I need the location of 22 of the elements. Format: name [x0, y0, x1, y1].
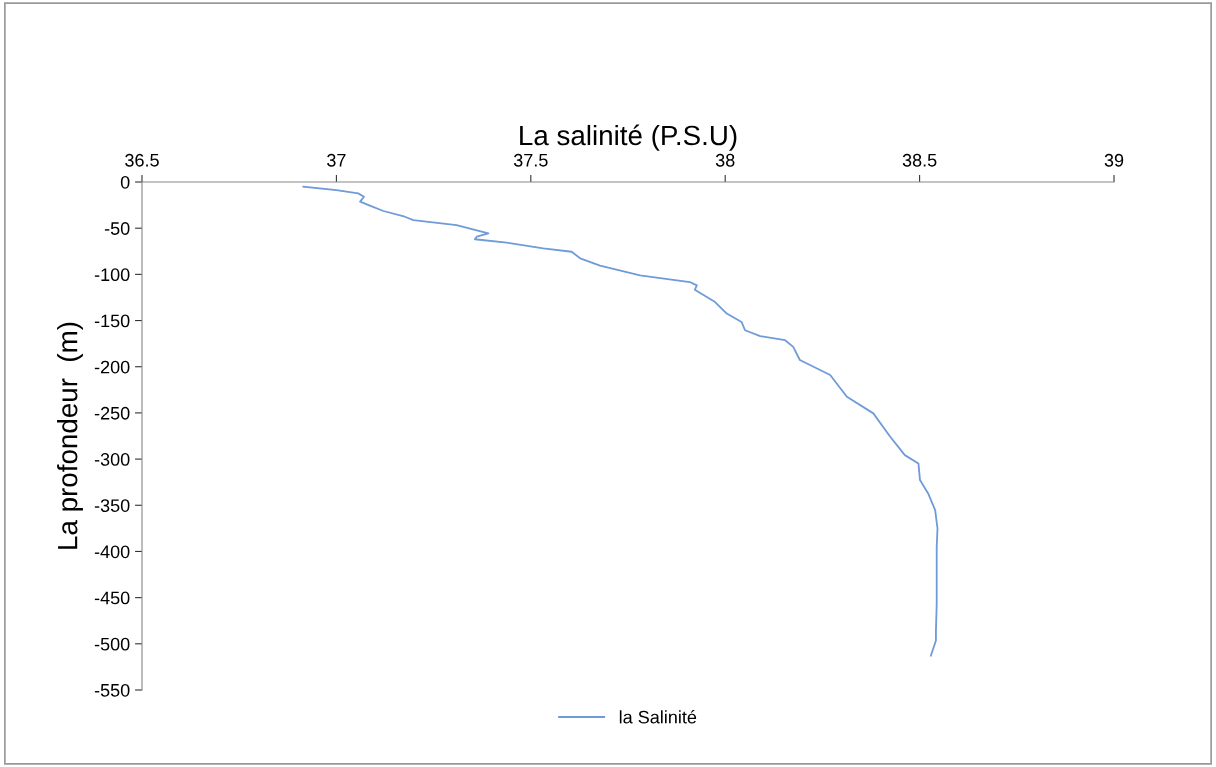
y-tick-label: -50 — [104, 222, 130, 235]
y-tick-label: -200 — [94, 360, 130, 374]
x-tick-label: 36.5 — [125, 153, 159, 167]
x-tick-label: 39 — [1104, 153, 1124, 167]
line-series — [302, 185, 939, 657]
y-tick-label: -500 — [94, 637, 130, 651]
x-tick-label: 37 — [327, 153, 346, 167]
x-tick-label: 38.5 — [902, 153, 937, 167]
y-tick-label: -250 — [94, 406, 130, 420]
x-axis-title: La salinité (P.S.U) — [520, 124, 737, 151]
y-tick-label: -350 — [94, 499, 130, 512]
legend-label: la Salinité — [619, 710, 697, 724]
y-tick-label: 0 — [120, 175, 130, 189]
y-tick-label: -550 — [94, 683, 130, 697]
y-tick-label: -150 — [94, 314, 130, 328]
y-tick-label: -400 — [94, 545, 130, 559]
x-tick-label: 38 — [715, 153, 735, 167]
y-tick-label: -100 — [94, 268, 130, 282]
y-axis-title: La profondeur (m) — [57, 322, 83, 549]
y-tick-label: -300 — [94, 453, 130, 466]
y-tick-label: -450 — [94, 591, 130, 605]
x-tick-label: 37.5 — [513, 153, 548, 167]
